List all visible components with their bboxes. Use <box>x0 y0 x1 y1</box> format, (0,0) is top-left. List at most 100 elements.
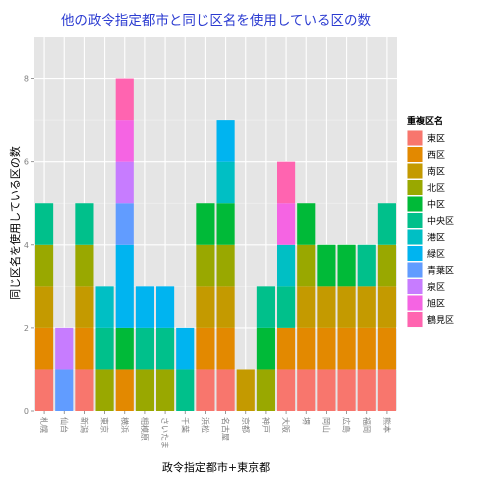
legend-swatch <box>407 163 423 179</box>
bar-segment <box>317 327 336 370</box>
bar-segment <box>236 369 255 411</box>
legend-swatch <box>407 213 423 228</box>
legend-swatch <box>407 295 423 311</box>
bar-segment <box>75 244 94 287</box>
x-tick-label: 広島 <box>342 417 352 433</box>
y-tick-label: 2 <box>24 324 29 333</box>
bar-segment <box>35 327 54 370</box>
legend-label: 中央区 <box>427 215 454 227</box>
bar-segment <box>297 286 316 328</box>
bar-segment <box>156 327 175 370</box>
legend-label: 南区 <box>427 166 445 178</box>
bar-segment <box>216 244 235 287</box>
y-tick-label: 8 <box>24 75 29 84</box>
bar-segment <box>277 286 296 328</box>
bar-segment <box>256 286 275 328</box>
bar-segment <box>176 327 195 370</box>
legend-swatch <box>407 279 423 294</box>
x-tick-label: 京都 <box>241 417 251 433</box>
bar-segment <box>317 286 336 328</box>
bar-segment <box>75 369 94 411</box>
bar-segment <box>35 369 54 411</box>
legend-swatch <box>407 229 423 245</box>
y-tick-label: 6 <box>24 158 29 167</box>
bar-segment <box>277 327 296 370</box>
bar-segment <box>196 327 215 370</box>
bar-segment <box>377 286 396 328</box>
bar-segment <box>196 369 215 411</box>
legend-swatch <box>407 196 423 212</box>
bar-segment <box>176 369 195 411</box>
bar-segment <box>297 369 316 411</box>
bar-segment <box>337 286 356 328</box>
legend-label: 中区 <box>427 199 445 211</box>
x-tick-label: 堺 <box>301 417 311 425</box>
bar-segment <box>317 369 336 411</box>
bar-segment <box>115 369 134 411</box>
bar-segment <box>357 369 376 411</box>
legend-title: 重複区名 <box>407 115 443 127</box>
x-tick-label: 神戸 <box>261 417 271 433</box>
bar-segment <box>337 244 356 287</box>
x-tick-label: 大阪 <box>281 417 291 433</box>
x-tick-label: 浜松 <box>200 417 210 433</box>
x-axis-ticks: 札幌 仙台 新潟 東京 横浜 相模原 さいたま 千葉 浜松 名古屋 京都 神戸 大阪 堺 岡山 広島 福岡 熊本 <box>39 411 392 449</box>
bar-segment <box>115 78 134 121</box>
bar-segment <box>115 327 134 370</box>
bar-segment <box>95 369 114 411</box>
bar-segment <box>95 286 114 328</box>
bars <box>35 78 396 411</box>
bar-segment <box>75 203 94 245</box>
legend-label: 西区 <box>427 150 445 161</box>
bar-segment <box>377 369 396 411</box>
x-axis-title: 政令指定都市+東京都 <box>162 460 270 474</box>
x-tick-label: 岡山 <box>321 417 331 433</box>
legend-label: 鶴見区 <box>427 314 454 326</box>
x-tick-label: 仙台 <box>59 417 69 433</box>
bar-segment <box>297 327 316 370</box>
legend-label: 港区 <box>427 232 445 244</box>
y-axis-title: 同じ区名を使用している区の数 <box>8 146 22 300</box>
plot-panel <box>34 37 397 411</box>
x-tick-label: 札幌 <box>39 417 49 433</box>
bar-segment <box>35 203 54 245</box>
bar-segment <box>35 286 54 328</box>
legend-swatch <box>407 180 423 195</box>
y-axis-ticks: 0 2 4 6 8 <box>24 75 34 416</box>
legend-label: 泉区 <box>427 281 445 293</box>
bar-segment <box>337 327 356 370</box>
bar-segment <box>156 369 175 411</box>
legend-swatch <box>407 262 423 278</box>
x-tick-label: 横浜 <box>120 417 130 433</box>
legend-label: 東区 <box>427 133 445 145</box>
bar-segment <box>196 203 215 245</box>
legend-swatch <box>407 312 423 327</box>
legend-swatch <box>407 246 423 261</box>
bar-segment <box>135 369 154 411</box>
bar-segment <box>216 327 235 370</box>
bar-segment <box>277 244 296 287</box>
legend-label: 旭区 <box>427 298 445 310</box>
y-tick-label: 4 <box>24 241 29 250</box>
bar-segment <box>115 244 134 328</box>
bar-segment <box>75 286 94 328</box>
x-tick-label: 新潟 <box>79 417 89 433</box>
bar-segment <box>55 369 74 411</box>
bar-segment <box>216 120 235 162</box>
chart-title: 他の政令指定都市と同じ区名を使用している区の数 <box>61 12 372 29</box>
bar-segment <box>115 203 134 245</box>
bar-segment <box>277 161 296 204</box>
x-tick-label: 千葉 <box>180 417 190 433</box>
x-tick-label: 熊本 <box>382 417 392 433</box>
bar-segment <box>256 327 275 370</box>
bar-segment <box>75 327 94 370</box>
x-tick-label: 名古屋 <box>221 417 231 441</box>
bar-segment <box>277 203 296 245</box>
bar-segment <box>377 203 396 245</box>
bar-segment <box>135 327 154 370</box>
bar-segment <box>297 244 316 287</box>
legend-label: 青葉区 <box>427 265 454 277</box>
x-tick-label: さいたま <box>160 417 169 449</box>
